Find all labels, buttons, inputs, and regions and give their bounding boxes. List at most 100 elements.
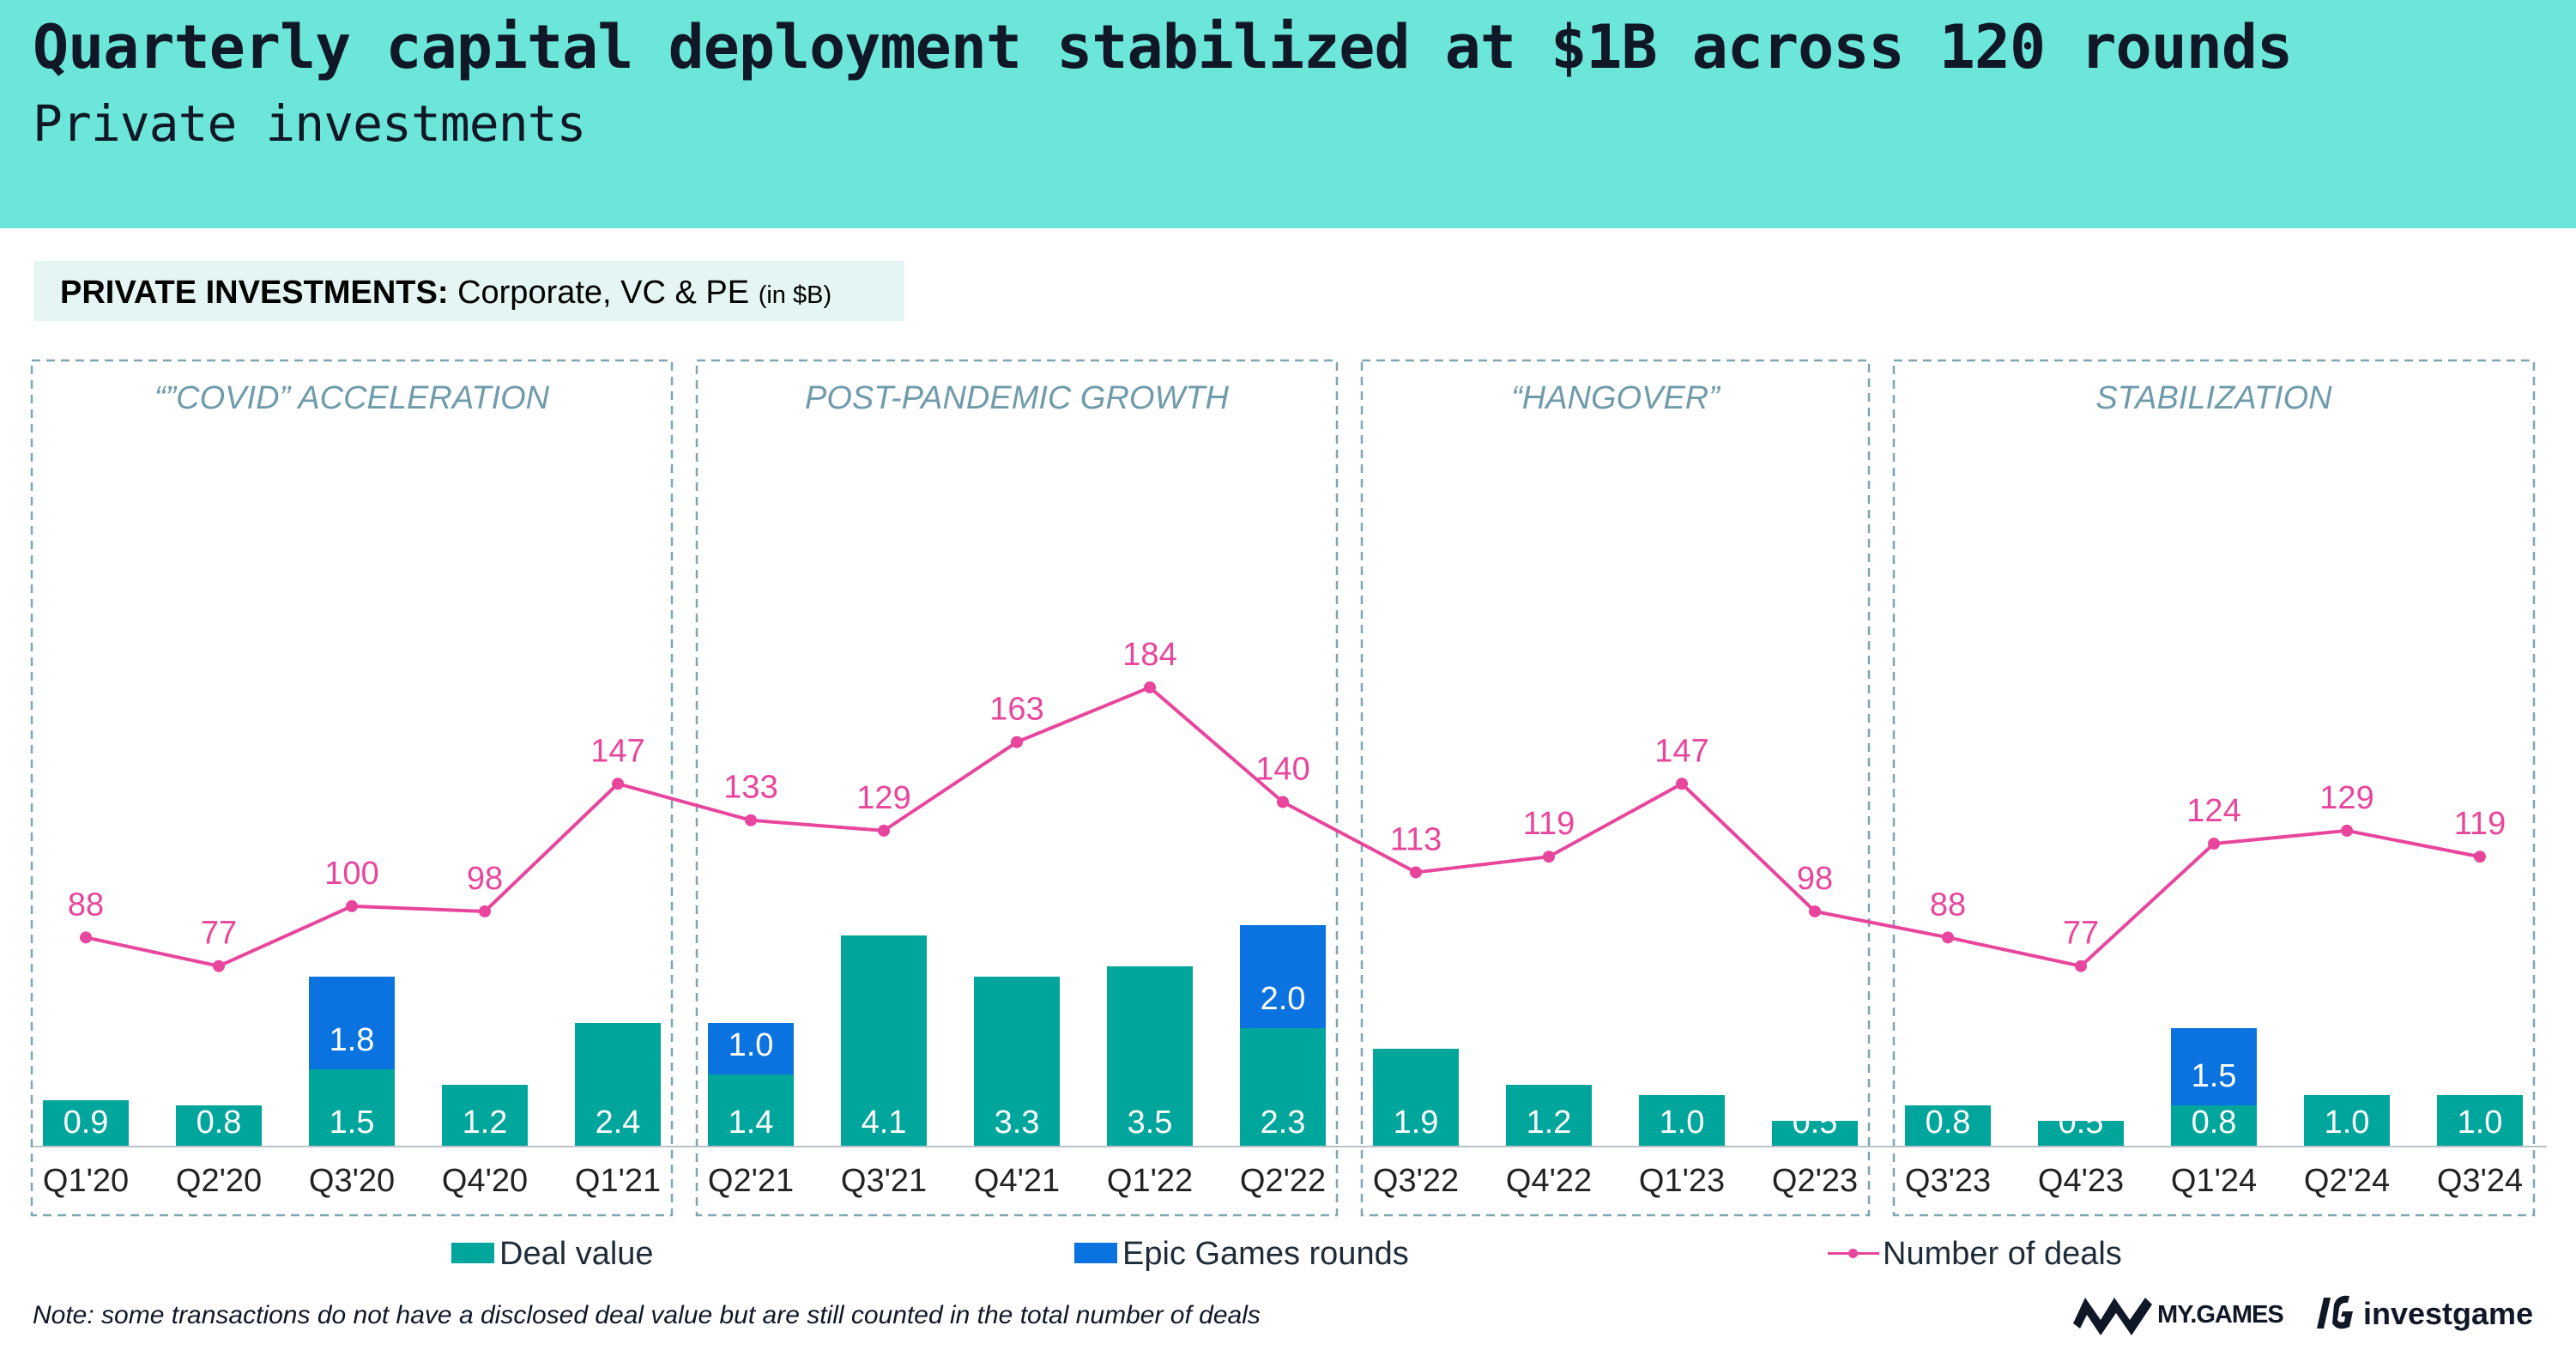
phase-label: “HANGOVER” <box>1511 380 1721 416</box>
bar-epic-rounds <box>1240 925 1326 1028</box>
point-number-of-deals <box>1942 931 1954 944</box>
x-tick-label: Q2'20 <box>176 1163 262 1199</box>
legend-swatch-epic <box>1074 1242 1117 1263</box>
data-label-number-of-deals: 77 <box>2063 916 2099 952</box>
chart-label-bold: PRIVATE INVESTMENTS: <box>60 275 449 311</box>
point-number-of-deals <box>2474 850 2486 863</box>
bar-deal-value <box>2038 1121 2124 1147</box>
x-tick-label: Q2'21 <box>708 1163 794 1199</box>
footnote: Note: some transactions do not have a di… <box>33 1301 1261 1329</box>
bar-label-deal-value: 1.0 <box>1660 1105 1705 1141</box>
phase-label: “”COVID” ACCELERATION <box>154 380 550 416</box>
chart-label-unit: (in $B) <box>758 281 832 309</box>
bar-epic-rounds <box>309 977 395 1069</box>
data-label-number-of-deals: 77 <box>201 916 237 952</box>
point-number-of-deals <box>1277 796 1289 808</box>
bar-deal-value <box>708 1074 794 1147</box>
header-banner: Quarterly capital deployment stabilized … <box>0 0 2576 228</box>
x-tick-label: Q1'20 <box>43 1163 129 1199</box>
phase-label: STABILIZATION <box>2095 380 2332 416</box>
line-number-of-deals <box>85 685 2481 968</box>
data-label-number-of-deals: 98 <box>467 861 503 897</box>
x-tick-label: Q3'20 <box>309 1163 395 1199</box>
bar-label-deal-value: 0.8 <box>1926 1105 1971 1141</box>
bar-label-deal-value: 0.8 <box>2192 1105 2237 1141</box>
bar-label-deal-value: 1.0 <box>2325 1105 2370 1141</box>
bar-label-deal-value: 2.4 <box>596 1105 641 1141</box>
bar-label-deal-value: 1.0 <box>2458 1105 2503 1141</box>
x-tick-label: Q4'23 <box>2038 1163 2124 1199</box>
legend-item-deal-value: Deal value <box>451 1236 654 1279</box>
phase-box <box>695 359 1339 1217</box>
data-label-number-of-deals: 119 <box>1523 806 1575 842</box>
bar-deal-value <box>1107 966 1193 1147</box>
page-title: Quarterly capital deployment stabilized … <box>33 12 2293 82</box>
x-tick-label: Q2'23 <box>1772 1163 1858 1199</box>
bar-label-deal-value: 0.9 <box>63 1105 109 1141</box>
bar-label-deal-value: 1.4 <box>729 1105 774 1141</box>
bar-label-epic-rounds: 1.8 <box>330 1022 375 1058</box>
bar-label-deal-value: 2.3 <box>1261 1105 1306 1141</box>
bar-label-deal-value: 3.3 <box>995 1105 1040 1141</box>
point-number-of-deals <box>1144 681 1156 693</box>
phase-label: POST-PANDEMIC GROWTH <box>805 380 1230 416</box>
legend-label-deal-value: Deal value <box>499 1236 654 1272</box>
bar-deal-value <box>1639 1095 1725 1147</box>
bar-label-deal-value: 1.2 <box>463 1105 508 1141</box>
point-number-of-deals <box>2208 838 2220 850</box>
bar-deal-value <box>1506 1085 1592 1147</box>
bar-deal-value <box>575 1023 661 1147</box>
legend-item-deals: Number of deals <box>1828 1236 2122 1279</box>
bar-deal-value <box>1905 1105 1991 1147</box>
bar-deal-value <box>43 1100 129 1147</box>
point-number-of-deals <box>213 959 225 972</box>
point-number-of-deals <box>1809 905 1821 917</box>
mygames-logo-text: MY.GAMES <box>2157 1301 2284 1329</box>
point-number-of-deals <box>878 824 890 837</box>
bar-deal-value <box>176 1105 262 1147</box>
mygames-logo-icon <box>2073 1298 2152 1335</box>
point-number-of-deals <box>80 931 92 944</box>
investgame-logo-text: investgame <box>2363 1296 2534 1331</box>
legend-swatch-deals <box>1828 1243 1879 1263</box>
x-tick-label: Q1'23 <box>1639 1163 1725 1199</box>
phase-box <box>1892 359 2536 1217</box>
data-label-number-of-deals: 113 <box>1390 821 1442 857</box>
data-label-number-of-deals: 147 <box>1654 733 1708 769</box>
bar-deal-value <box>2437 1095 2523 1147</box>
x-tick-label: Q3'24 <box>2437 1163 2523 1199</box>
x-tick-label: Q3'23 <box>1905 1163 1991 1199</box>
data-label-number-of-deals: 100 <box>324 856 378 892</box>
legend-item-epic: Epic Games rounds <box>1074 1236 1409 1279</box>
data-label-number-of-deals: 140 <box>1255 752 1309 788</box>
data-label-number-of-deals: 88 <box>1930 887 1966 923</box>
data-label-number-of-deals: 129 <box>856 780 910 816</box>
data-label-number-of-deals: 119 <box>2454 806 2506 842</box>
bar-label-deal-value: 3.5 <box>1128 1105 1173 1141</box>
x-tick-label: Q3'21 <box>841 1163 927 1199</box>
data-label-number-of-deals: 124 <box>2186 793 2240 829</box>
point-number-of-deals <box>479 905 491 917</box>
data-label-number-of-deals: 184 <box>1122 637 1176 673</box>
legend-swatch-deal-value <box>451 1242 494 1263</box>
bar-deal-value <box>1772 1121 1858 1147</box>
data-label-number-of-deals: 163 <box>989 692 1043 728</box>
chart-label: PRIVATE INVESTMENTS: Corporate, VC & PE … <box>60 275 831 312</box>
bar-epic-rounds <box>708 1023 794 1074</box>
x-tick-label: Q1'24 <box>2171 1163 2257 1199</box>
bar-deal-value <box>2304 1095 2390 1147</box>
legend-label-epic: Epic Games rounds <box>1122 1236 1409 1272</box>
x-tick-label: Q4'22 <box>1506 1163 1592 1199</box>
chart-label-rest: Corporate, VC & PE <box>457 275 750 311</box>
x-tick-label: Q1'21 <box>575 1163 661 1199</box>
bar-label-epic-rounds: 1.5 <box>2192 1058 2237 1094</box>
point-number-of-deals <box>1410 866 1422 879</box>
bar-deal-value <box>2171 1105 2257 1147</box>
bar-label-deal-value: 4.1 <box>862 1105 907 1141</box>
point-number-of-deals <box>745 814 757 826</box>
point-number-of-deals <box>1676 778 1688 790</box>
bar-deal-value <box>1373 1049 1459 1147</box>
x-tick-label: Q2'22 <box>1240 1163 1326 1199</box>
bar-label-epic-rounds: 2.0 <box>1261 981 1306 1017</box>
